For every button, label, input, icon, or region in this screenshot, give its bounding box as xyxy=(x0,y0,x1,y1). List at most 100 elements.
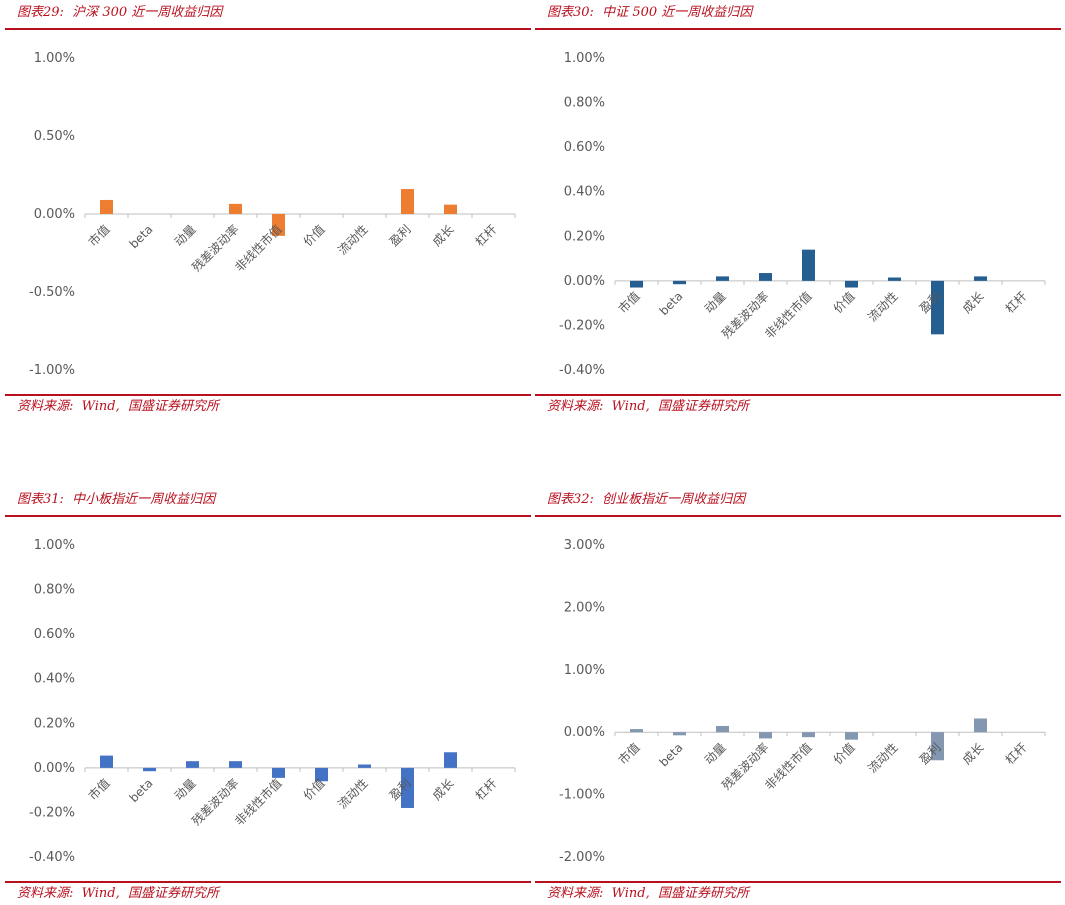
y-tick-label: 2.00% xyxy=(564,600,605,615)
x-category-label: 市值 xyxy=(85,775,113,803)
chart-title: 图表31: 中小板指近一周收益归因 xyxy=(5,487,531,517)
x-category-label: 动量 xyxy=(172,776,199,803)
x-category-label: 动量 xyxy=(702,289,729,316)
x-category-label: 流动性 xyxy=(335,222,370,257)
chart-title: 图表32: 创业板指近一周收益归因 xyxy=(535,487,1061,517)
bar xyxy=(186,761,199,768)
y-tick-label: 0.20% xyxy=(34,716,75,731)
bar xyxy=(401,189,414,214)
chart-source: 资料来源: Wind, 国盛证券研究所 xyxy=(535,881,1061,905)
bar xyxy=(444,204,457,214)
x-category-label: beta xyxy=(127,776,156,805)
bar xyxy=(229,203,242,214)
y-tick-label: 0.00% xyxy=(34,207,75,222)
bar xyxy=(845,732,858,740)
bar xyxy=(673,280,686,285)
y-tick-label: 0.00% xyxy=(564,274,605,289)
chart-panel-zz500: 图表30: 中证 500 近一周收益归因 1.00% 0.80% 0.60% 0.40… xyxy=(535,0,1061,418)
x-category-label: 杠杆 xyxy=(472,222,500,250)
bar xyxy=(229,761,242,768)
y-tick-label: 0.40% xyxy=(34,672,75,687)
x-category-label: 非线性市值 xyxy=(232,222,285,275)
x-category-label: beta xyxy=(657,740,686,769)
y-tick-label: 0.60% xyxy=(34,627,75,642)
x-category-label: 价值 xyxy=(830,740,858,768)
x-category-label: 杠杆 xyxy=(472,775,500,803)
chart-source: 资料来源: Wind, 国盛证券研究所 xyxy=(5,394,531,418)
bar xyxy=(630,729,643,733)
x-category-label: 市值 xyxy=(615,288,643,316)
bar-chart: 3.00% 2.00% 1.00% 0.00% -1.00% -2.00% 市值 beta 动量… xyxy=(559,538,1046,865)
bar xyxy=(802,249,815,281)
y-tick-label: 0.40% xyxy=(564,185,605,200)
y-tick-label: -2.00% xyxy=(559,850,605,865)
x-category-label: 杠杆 xyxy=(1002,288,1030,316)
y-tick-label: -0.40% xyxy=(559,363,605,378)
y-tick-label: 3.00% xyxy=(564,538,605,553)
y-tick-label: 0.00% xyxy=(34,761,75,776)
bar-chart: 1.00% 0.80% 0.60% 0.40% 0.20% 0.00% -0.20% -0.4… xyxy=(29,538,516,865)
y-tick-label: -1.00% xyxy=(559,788,605,803)
x-category-label: 成长 xyxy=(960,740,987,767)
y-tick-label: -1.00% xyxy=(29,363,75,378)
bar xyxy=(358,764,371,768)
y-tick-label: -0.50% xyxy=(29,285,75,300)
chart-panel-zxb: 图表31: 中小板指近一周收益归因 1.00% 0.80% 0.60% 0.40% 0.… xyxy=(5,487,531,905)
y-tick-label: 1.00% xyxy=(34,538,75,553)
chart-panel-cyb: 图表32: 创业板指近一周收益归因 3.00% 2.00% 1.00% 0.00% -1… xyxy=(535,487,1061,905)
bar xyxy=(716,276,729,281)
x-category-label: 非线性市值 xyxy=(232,775,285,828)
bar xyxy=(888,277,901,281)
x-category-label: 价值 xyxy=(300,222,328,250)
bar xyxy=(100,755,113,768)
y-tick-label: 1.00% xyxy=(564,663,605,678)
x-category-label: 流动性 xyxy=(865,289,900,324)
bar xyxy=(974,718,987,733)
bar xyxy=(673,732,686,736)
x-category-label: 动量 xyxy=(702,740,729,767)
y-tick-label: -0.20% xyxy=(559,318,605,333)
bar xyxy=(444,752,457,768)
chart-panel-hs300: 图表29: 沪深 300 近一周收益归因 1.00% 0.50% 0.00% -0.5… xyxy=(5,0,531,418)
bar xyxy=(759,732,772,739)
chart-source: 资料来源: Wind, 国盛证券研究所 xyxy=(535,394,1061,418)
x-category-label: 非线性市值 xyxy=(762,740,815,793)
x-category-label: 动量 xyxy=(172,222,199,249)
bar xyxy=(931,280,944,335)
x-category-label: 成长 xyxy=(960,289,987,316)
y-tick-label: -0.40% xyxy=(29,850,75,865)
bar xyxy=(845,280,858,288)
bar xyxy=(630,280,643,288)
y-tick-label: 0.50% xyxy=(34,129,75,144)
bar xyxy=(143,767,156,772)
bar xyxy=(716,725,729,733)
y-tick-label: 0.00% xyxy=(564,725,605,740)
bar xyxy=(272,767,285,778)
chart-source: 资料来源: Wind, 国盛证券研究所 xyxy=(5,881,531,905)
bar xyxy=(401,767,414,808)
x-category-label: 非线性市值 xyxy=(762,288,815,341)
y-tick-label: 0.60% xyxy=(564,140,605,155)
x-category-label: 成长 xyxy=(430,222,457,249)
x-category-label: 价值 xyxy=(830,288,858,316)
bar xyxy=(272,214,285,236)
y-tick-label: 1.00% xyxy=(564,51,605,66)
x-category-label: 市值 xyxy=(85,222,113,250)
y-tick-label: 0.20% xyxy=(564,229,605,244)
x-category-label: 成长 xyxy=(430,776,457,803)
chart-title: 图表29: 沪深 300 近一周收益归因 xyxy=(5,0,531,30)
x-category-label: 流动性 xyxy=(865,740,900,775)
bar xyxy=(100,199,113,214)
y-tick-label: 0.80% xyxy=(564,96,605,111)
bar xyxy=(931,732,944,761)
x-category-label: 杠杆 xyxy=(1002,740,1030,768)
chart-title: 图表30: 中证 500 近一周收益归因 xyxy=(535,0,1061,30)
bar xyxy=(802,732,815,738)
x-category-label: beta xyxy=(657,289,686,318)
bar-chart: 1.00% 0.80% 0.60% 0.40% 0.20% 0.00% -0.20% -0.4… xyxy=(559,51,1046,378)
bar xyxy=(974,276,987,281)
bar xyxy=(315,767,328,782)
x-category-label: beta xyxy=(127,222,156,251)
y-tick-label: -0.20% xyxy=(29,805,75,820)
y-tick-label: 1.00% xyxy=(34,51,75,66)
